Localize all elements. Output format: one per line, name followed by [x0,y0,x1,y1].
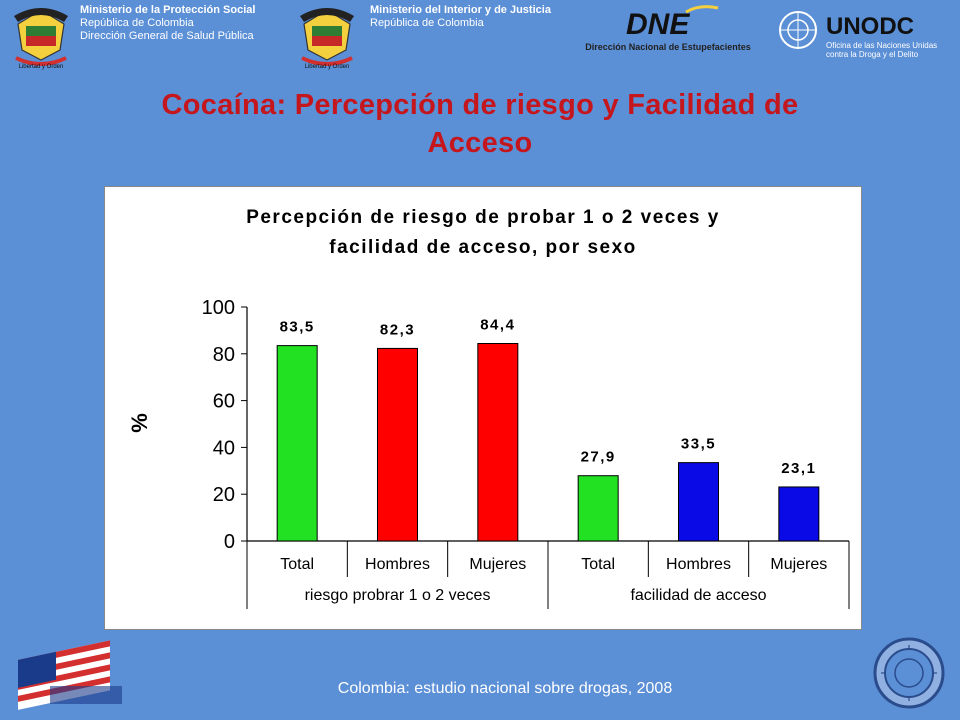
bar [377,347,418,542]
slide-title: Cocaína: Percepción de riesgo y Facilida… [0,86,960,162]
x-tick-label: Mujeres [469,556,526,573]
x-tick-label: Hombres [666,556,731,573]
group-label: facilidad de acceso [630,587,766,604]
bar-value-label: 27,9 [581,449,616,466]
bar [778,486,820,542]
unodc-logo: UNODC Oficina de las Naciones Unidas con… [779,11,937,59]
unodc-subtitle-line1: Oficina de las Naciones Unidas [826,41,937,50]
ministry1-line1: Ministerio de la Protección Social [80,4,256,16]
dne-subtitle: Dirección Nacional de Estupefacientes [585,42,751,52]
x-tick-label: Mujeres [770,556,827,573]
y-axis-label: % [127,413,152,433]
bar [678,462,719,542]
x-tick-label: Total [280,556,314,573]
bar [577,475,619,542]
x-tick-label: Hombres [365,556,430,573]
colombia-crest-icon: Libertad y Orden [300,8,354,70]
chart-title-line1: Percepción de riesgo de probar 1 o 2 vec… [246,207,720,228]
y-tick-label: 80 [213,344,235,366]
x-tick-label: Total [581,556,615,573]
crest-motto-left: Libertad y Orden [19,64,64,70]
bar [276,345,318,542]
y-tick-label: 0 [224,531,235,553]
ministry2-line2: República de Colombia [370,17,484,29]
dne-logo-text: DNE [626,8,690,41]
bar [477,343,519,542]
dne-logo: DNE Dirección Nacional de Estupefaciente… [585,5,751,52]
unodc-subtitle-line2: contra la Droga y el Delito [826,50,919,59]
bar-chart: Percepción de riesgo de probar 1 o 2 vec… [127,207,850,609]
bar-value-label: 83,5 [280,319,315,336]
chart-panel: Percepción de riesgo de probar 1 o 2 vec… [104,186,862,630]
ministry1-line3: Dirección General de Salud Pública [80,30,254,42]
slide-title-line2: Acceso [427,127,533,159]
ministry-proteccion-block: Ministerio de la Protección Social Repúb… [80,4,255,43]
y-tick-label: 40 [213,437,235,459]
ministry1-line2: República de Colombia [80,17,194,29]
ministry-interior-block: Ministerio del Interior y de Justicia Re… [370,4,551,30]
footer-source: Colombia: estudio nacional sobre drogas,… [337,680,673,697]
crest-motto-right: Libertad y Orden [305,64,350,70]
group-label: riesgo probrar 1 o 2 veces [305,587,491,604]
unodc-logo-text: UNODC [826,13,914,40]
bar-value-label: 33,5 [681,436,716,453]
slide-title-line1: Cocaína: Percepción de riesgo y Facilida… [161,89,799,121]
bar-value-label: 23,1 [781,460,816,477]
bar-value-label: 82,3 [380,321,415,338]
y-tick-label: 60 [213,391,235,413]
us-embassy-flag-logo [18,640,122,710]
chart-title-line2: facilidad de acceso, por sexo [329,237,637,258]
ministry2-line1: Ministerio del Interior y de Justicia [370,4,551,16]
oas-seal-logo [873,637,945,709]
y-tick-label: 20 [213,484,235,506]
bar-value-label: 84,4 [480,317,515,334]
colombia-crest-icon: Libertad y Orden [14,8,68,70]
y-tick-label: 100 [202,297,235,319]
